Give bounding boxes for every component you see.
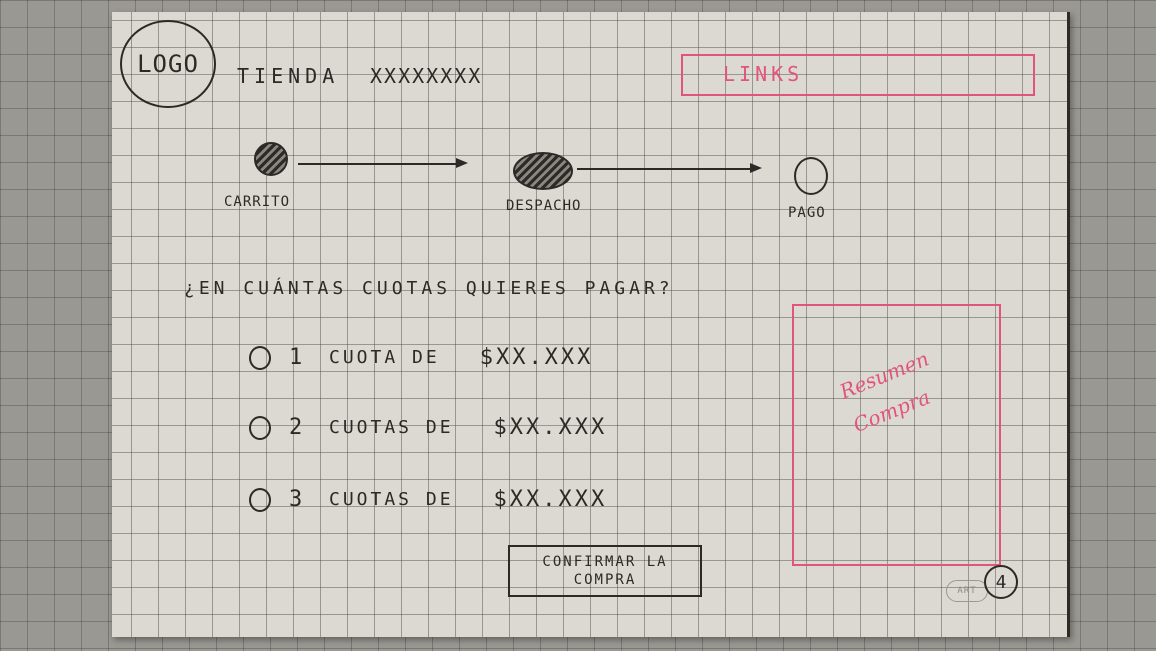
purchase-summary-panel: Resumen Compra	[792, 304, 1001, 566]
radio-icon[interactable]	[249, 487, 271, 512]
arrow-head-icon	[456, 158, 468, 168]
page-number: 4	[984, 565, 1018, 599]
installment-option-2[interactable]: 2 CUOTAS DE $XX.XXX	[249, 415, 607, 440]
brand-stamp: ART	[946, 580, 988, 602]
step-arrow	[577, 168, 752, 170]
option-number: 1	[289, 345, 303, 370]
option-text: CUOTA DE	[329, 347, 440, 368]
step-payment-icon	[794, 157, 828, 195]
option-amount: $XX.XXX	[493, 487, 608, 512]
step-payment-label: PAGO	[788, 205, 826, 221]
logo-label: LOGO	[137, 50, 199, 78]
radio-icon[interactable]	[249, 345, 271, 370]
radio-icon[interactable]	[249, 415, 271, 440]
store-name: TIENDA	[237, 64, 340, 88]
installment-option-1[interactable]: 1 CUOTA DE $XX.XXX	[249, 345, 593, 370]
step-shipping-label: DESPACHO	[506, 198, 582, 214]
step-shipping-icon	[513, 152, 573, 190]
option-amount: $XX.XXX	[479, 345, 594, 370]
option-amount: $XX.XXX	[493, 415, 608, 440]
step-cart-label: CARRITO	[224, 194, 291, 210]
installment-option-3[interactable]: 3 CUOTAS DE $XX.XXX	[249, 487, 607, 512]
confirm-purchase-button[interactable]: CONFIRMAR LA COMPRA	[508, 545, 702, 597]
step-arrow	[298, 163, 458, 165]
option-number: 3	[289, 487, 303, 512]
logo[interactable]: LOGO	[120, 20, 216, 108]
option-number: 2	[289, 415, 303, 440]
option-text: CUOTAS DE	[329, 417, 454, 438]
installments-question: ¿EN CUÁNTAS CUOTAS QUIERES PAGAR?	[184, 278, 674, 299]
step-cart-icon	[254, 142, 288, 176]
option-text: CUOTAS DE	[329, 489, 454, 510]
wireframe-sheet: LOGO TIENDA XXXXXXXX LINKS CARRITO DESPA…	[112, 12, 1070, 637]
store-code: XXXXXXXX	[370, 64, 483, 88]
arrow-head-icon	[750, 163, 762, 173]
summary-label: Resumen Compra	[836, 346, 934, 438]
links-nav[interactable]: LINKS	[681, 54, 1035, 96]
links-label: LINKS	[723, 62, 804, 86]
